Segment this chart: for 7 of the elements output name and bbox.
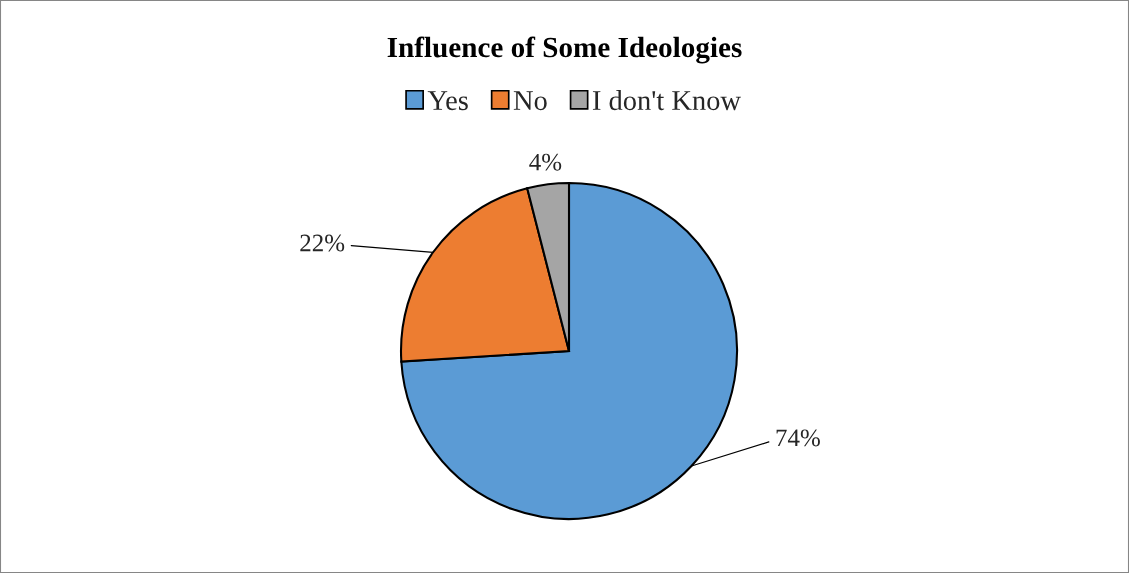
- data-label: 22%: [300, 234, 345, 252]
- legend-label: No: [513, 91, 547, 111]
- data-label: 4%: [529, 153, 562, 171]
- chart-title: Influence of Some Ideologies: [387, 36, 742, 64]
- data-label: 74%: [776, 429, 820, 447]
- legend-label: Yes: [427, 91, 468, 111]
- legend-label: I don't Know: [592, 90, 741, 111]
